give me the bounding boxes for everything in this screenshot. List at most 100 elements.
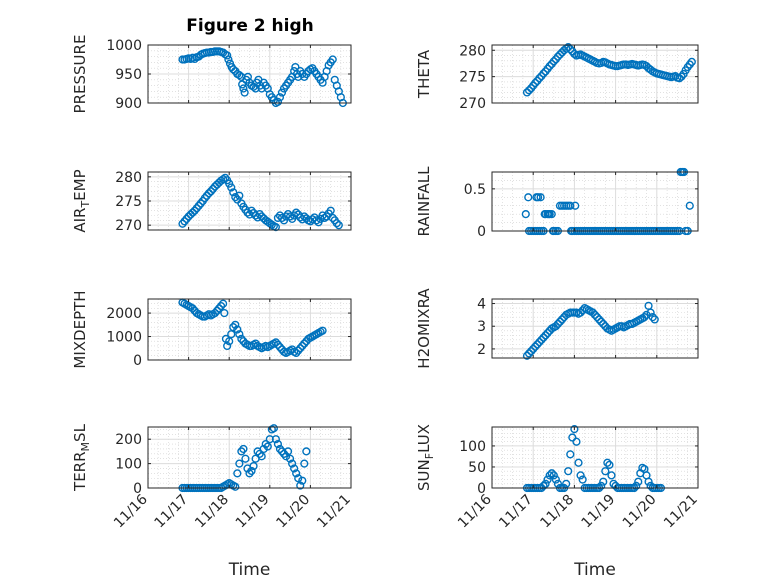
y-tick-label: 275 xyxy=(459,70,486,86)
data-point xyxy=(239,444,248,454)
y-axis-label: PRESSURE xyxy=(71,35,89,114)
data-point xyxy=(237,447,246,456)
data-point xyxy=(267,220,276,229)
data-point xyxy=(312,216,321,225)
series-markers xyxy=(178,173,343,232)
data-point xyxy=(318,326,327,335)
data-point xyxy=(644,477,653,486)
data-point xyxy=(531,78,540,88)
data-point xyxy=(566,450,575,459)
y-tick-label: 2 xyxy=(477,342,486,358)
data-point xyxy=(541,479,550,488)
y-axis-label: TERRMSL xyxy=(71,423,92,492)
data-point xyxy=(576,308,585,317)
data-point xyxy=(219,175,228,184)
data-point xyxy=(332,219,341,228)
data-point xyxy=(281,452,291,461)
data-point xyxy=(549,57,558,66)
data-point xyxy=(259,444,268,454)
minor-grid xyxy=(492,427,698,488)
data-point xyxy=(235,71,244,80)
data-point xyxy=(302,447,311,456)
data-point xyxy=(632,481,641,490)
data-point xyxy=(220,308,229,318)
data-point xyxy=(233,469,242,478)
data-point xyxy=(245,469,254,478)
y-tick-label: 0 xyxy=(477,481,486,497)
data-point xyxy=(547,210,556,219)
data-point xyxy=(178,219,187,228)
axes-theta: 270 275 280 THETA xyxy=(415,43,699,112)
data-point xyxy=(241,454,250,463)
axes-box xyxy=(491,426,699,489)
axes-rainfall: 0 0.5 RAINFALL xyxy=(415,166,699,240)
data-point xyxy=(182,214,191,223)
data-point xyxy=(275,342,285,352)
y-axis-label: MIXDEPTH xyxy=(71,290,89,368)
data-point xyxy=(599,319,608,329)
data-point xyxy=(233,325,242,334)
axes-box xyxy=(147,298,352,361)
data-point xyxy=(257,452,266,461)
data-point xyxy=(273,340,283,349)
axes-box xyxy=(491,298,699,359)
data-point xyxy=(609,479,618,488)
y-tick-label: 1000 xyxy=(106,330,142,346)
tick-marks xyxy=(147,299,352,361)
figure-title: Figure 2 high xyxy=(186,16,314,36)
y-tick-label: 0.5 xyxy=(464,182,486,198)
data-point xyxy=(296,481,305,490)
tick-marks xyxy=(147,44,352,104)
data-point xyxy=(555,50,565,59)
data-point xyxy=(292,348,301,358)
data-point xyxy=(210,308,220,318)
data-point xyxy=(188,304,197,313)
data-point xyxy=(219,299,228,308)
y-tick-label: 50 xyxy=(468,460,486,476)
data-point xyxy=(202,191,211,200)
data-point xyxy=(597,481,606,490)
data-point xyxy=(180,217,189,226)
data-point xyxy=(216,301,226,311)
data-point xyxy=(247,466,256,476)
data-point xyxy=(238,80,247,89)
series-markers xyxy=(178,298,327,358)
data-point xyxy=(328,213,337,223)
data-point xyxy=(255,449,264,458)
data-point xyxy=(551,322,560,331)
data-point xyxy=(603,458,612,467)
axes-mixdepth: 0 1000 2000 MIXDEPTH xyxy=(71,290,352,369)
data-point xyxy=(564,43,573,52)
data-point xyxy=(235,330,244,339)
data-point xyxy=(296,344,305,353)
data-point xyxy=(539,481,548,490)
data-point xyxy=(545,61,554,71)
axes-box xyxy=(491,44,699,104)
data-point xyxy=(196,199,205,208)
data-point xyxy=(300,459,309,468)
data-point xyxy=(553,319,563,329)
minor-grid xyxy=(492,299,698,358)
data-point xyxy=(551,475,560,484)
data-point xyxy=(326,206,335,215)
data-point xyxy=(227,330,236,339)
axes-background xyxy=(492,172,698,231)
data-point xyxy=(599,477,608,486)
y-axis-label: H2OMIXRA xyxy=(415,288,433,369)
data-point xyxy=(553,479,563,488)
data-point xyxy=(531,342,540,351)
data-point xyxy=(286,212,295,221)
data-point xyxy=(590,310,600,319)
data-point xyxy=(592,313,602,322)
data-point xyxy=(634,477,643,486)
axes-air-temp: 270 275 280 AIRTEMP xyxy=(71,169,352,234)
axes-box xyxy=(147,426,352,489)
tick-marks xyxy=(491,45,699,104)
axes-box xyxy=(491,171,699,232)
data-point xyxy=(646,65,655,74)
data-point xyxy=(648,313,657,322)
data-point xyxy=(294,474,303,483)
minor-grid xyxy=(148,427,351,488)
data-point xyxy=(229,188,238,197)
